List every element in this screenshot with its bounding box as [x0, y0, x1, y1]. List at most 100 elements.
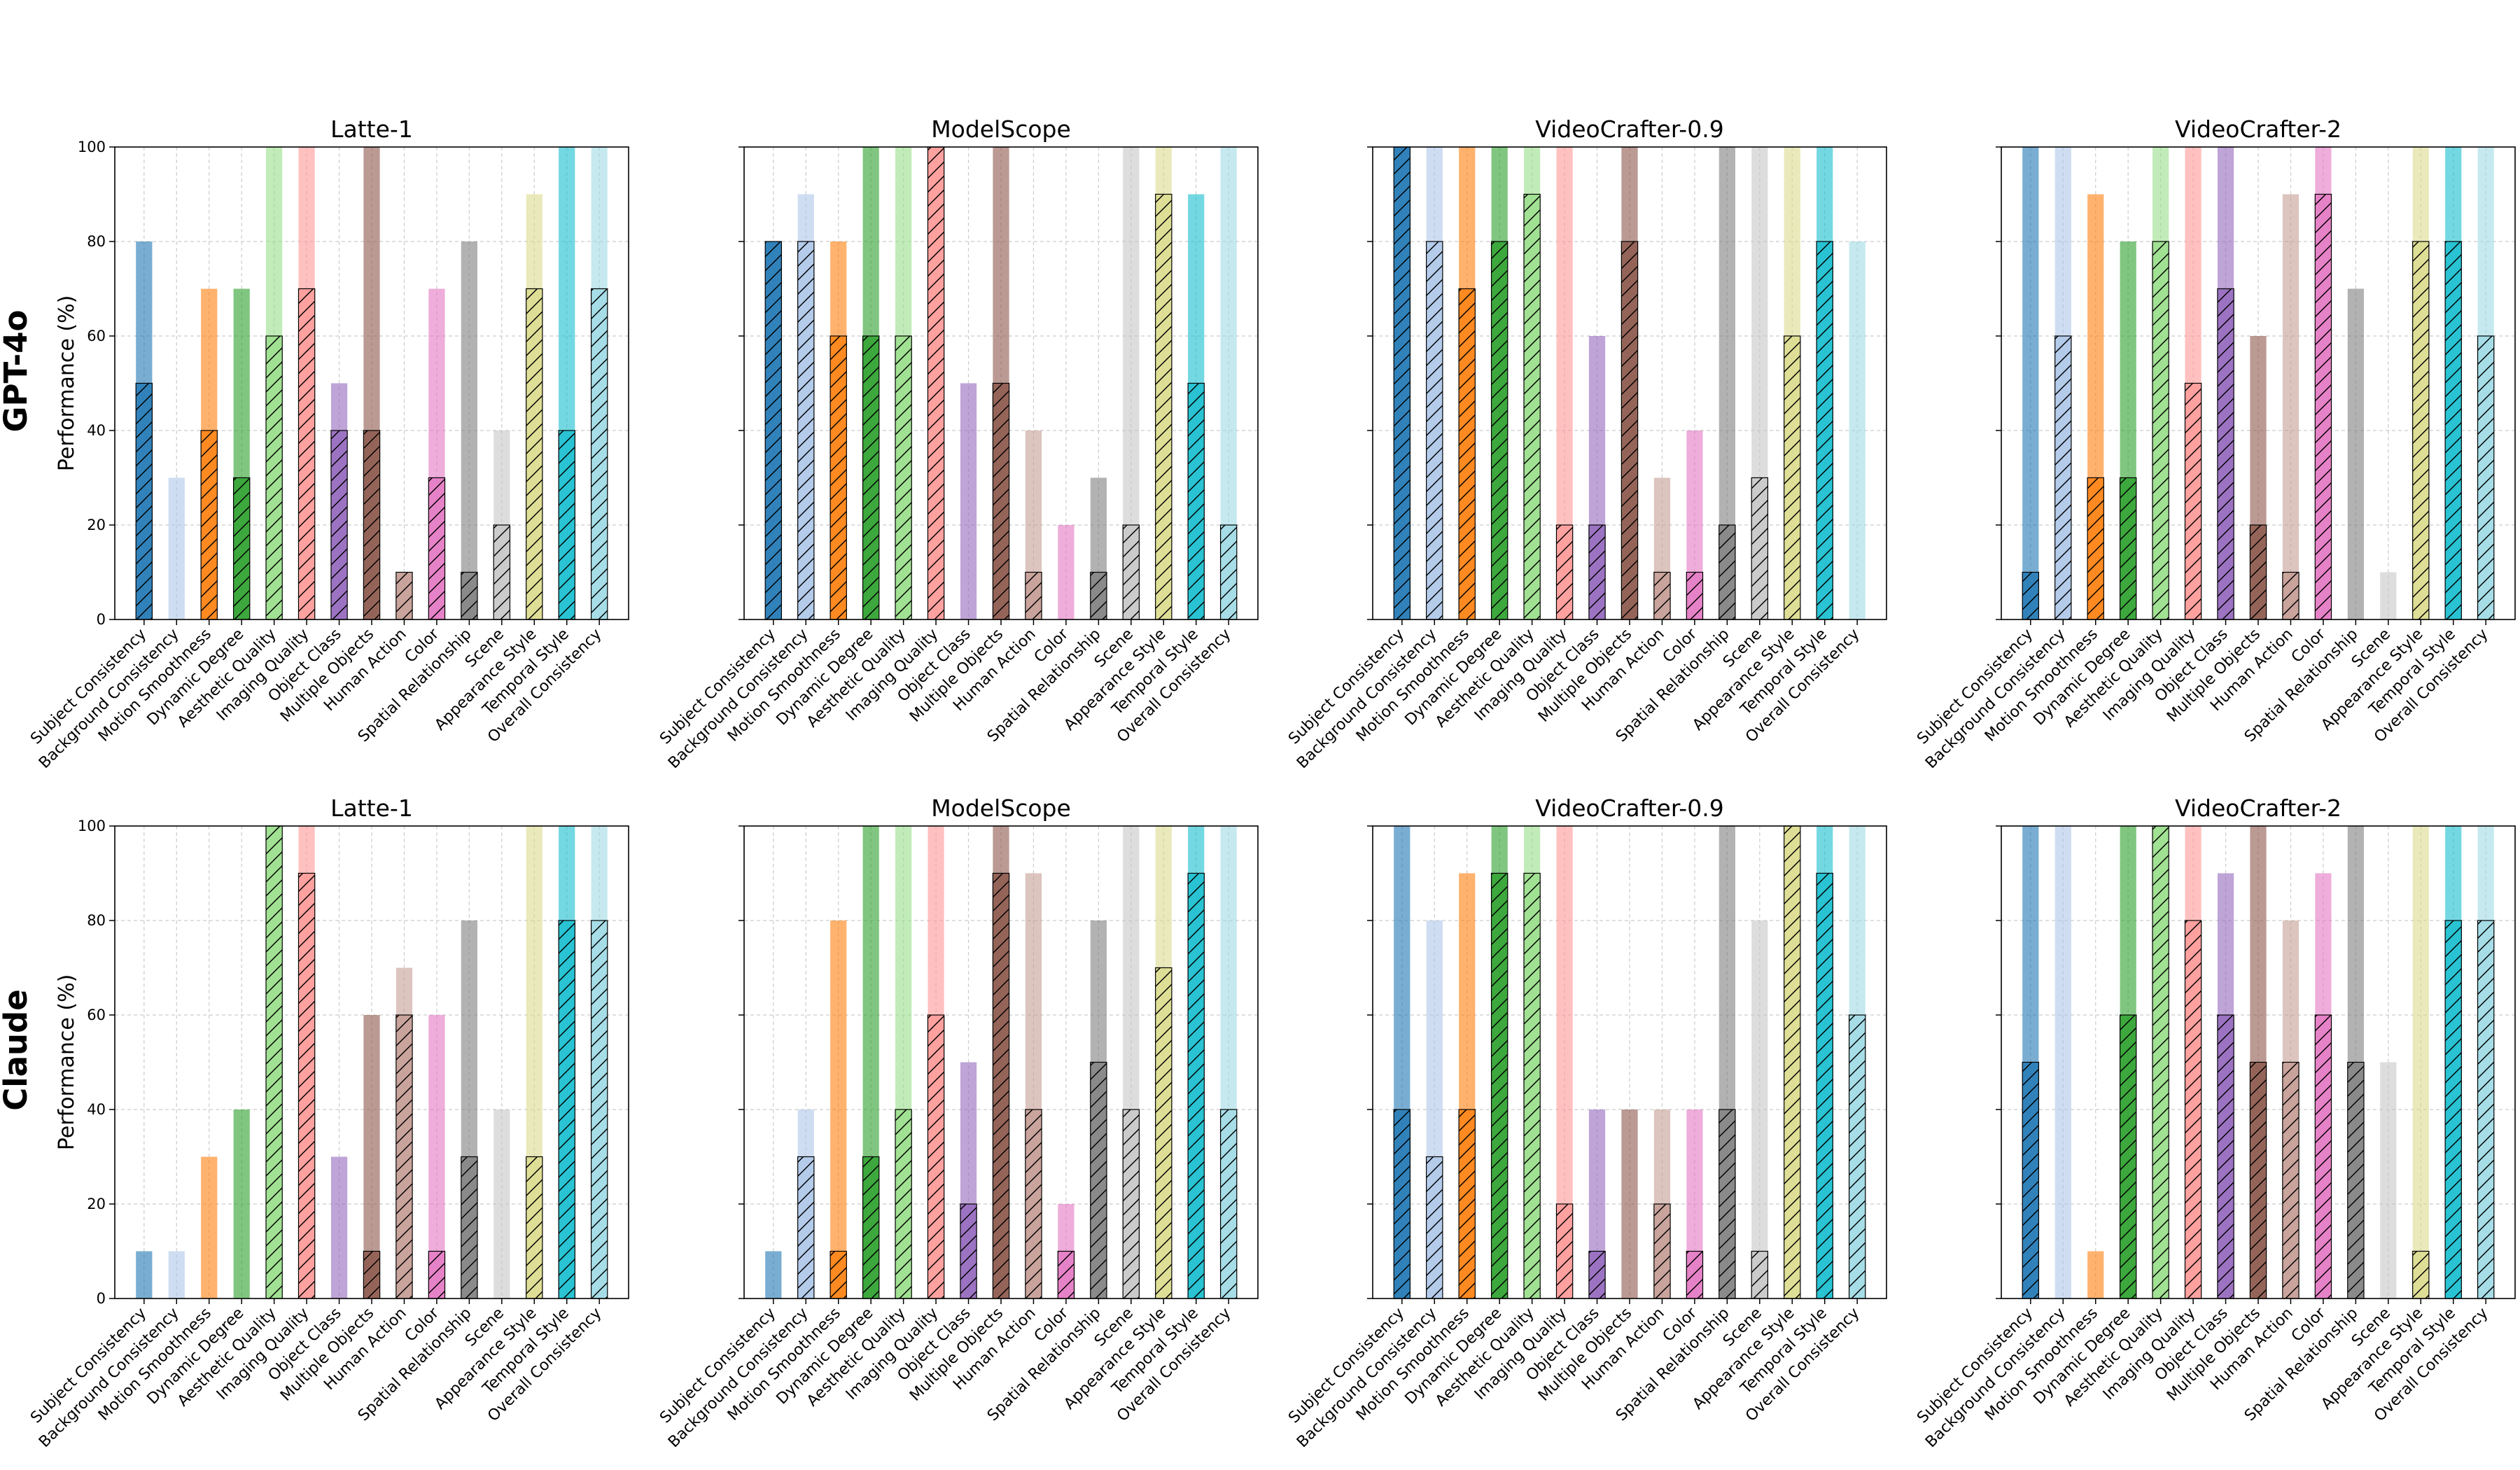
bar-hatch-overlay-temporal-style: [1816, 241, 1833, 620]
bar-hatch-overlay-color: [2314, 193, 2332, 620]
bar-hatch-overlay-imaging-quality: [298, 288, 316, 620]
bar-total-spatial-relationship: [1718, 147, 1735, 620]
bar-hatch-overlay-appearance-style: [2412, 1250, 2430, 1299]
axes-frame: [1372, 825, 1887, 1299]
bar-hatch-overlay-overall-consistency: [1219, 1109, 1238, 1299]
bar-hatch-overlay-spatial-relationship: [2347, 1061, 2365, 1299]
axes-frame: [2001, 146, 2516, 620]
bar-hatch-overlay-appearance-style: [1155, 193, 1172, 620]
bar-total-color: [1058, 525, 1074, 620]
bar-hatch-overlay-background-consistency: [2054, 335, 2072, 620]
bar-hatch-overlay-spatial-relationship: [1718, 1109, 1736, 1299]
bar-hatch-overlay-overall-consistency: [590, 920, 608, 1299]
bar-hatch-overlay-aesthetic-quality: [1523, 193, 1541, 620]
bar-hatch-overlay-human-action: [396, 1014, 413, 1299]
bar-hatch-overlay-imaging-quality: [298, 872, 316, 1299]
bar-hatch-overlay-temporal-style: [1816, 872, 1833, 1299]
panel-title: ModelScope: [931, 794, 1071, 822]
bar-hatch-overlay-color: [1057, 1250, 1075, 1299]
bar-hatch-overlay-aesthetic-quality: [265, 825, 283, 1299]
bar-total-dynamic-degree: [233, 1110, 250, 1298]
y-axis-label: Performance (%): [55, 974, 79, 1151]
bar-total-multiple-objects: [1621, 1110, 1638, 1298]
y-tick-label: 100: [78, 139, 106, 155]
x-tick-label: Background Consistency: [36, 626, 182, 772]
bar-hatch-overlay-temporal-style: [558, 430, 575, 620]
bar-hatch-overlay-dynamic-degree: [2119, 1014, 2137, 1299]
bar-hatch-overlay-object-class: [960, 1203, 977, 1299]
y-axis-label: Performance (%): [55, 295, 79, 472]
bar-hatch-overlay-overall-consistency: [2477, 920, 2495, 1299]
bar-hatch-overlay-temporal-style: [558, 920, 575, 1299]
y-tick-label: 20: [87, 517, 106, 533]
bar-hatch-overlay-overall-consistency: [1219, 524, 1238, 620]
bar-total-subject-consistency: [765, 1251, 782, 1298]
bar-hatch-overlay-scene: [1122, 1109, 1140, 1299]
y-tick-label: 40: [87, 422, 106, 439]
bar-hatch-overlay-dynamic-degree: [1490, 872, 1508, 1299]
bar-hatch-overlay-aesthetic-quality: [895, 1109, 912, 1299]
bar-hatch-overlay-human-action: [1653, 1203, 1671, 1299]
bar-hatch-overlay-aesthetic-quality: [2152, 825, 2169, 1299]
panel-title: Latte-1: [330, 794, 413, 822]
y-tick-label: 20: [87, 1196, 106, 1212]
bar-hatch-overlay-imaging-quality: [2184, 920, 2202, 1299]
bar-hatch-overlay-dynamic-degree: [1490, 241, 1508, 620]
row-label-claude: Claude: [0, 989, 34, 1111]
bar-total-motion-smoothness: [201, 1156, 218, 1298]
bar-hatch-overlay-dynamic-degree: [232, 477, 251, 620]
bar-hatch-overlay-multiple-objects: [2249, 524, 2267, 620]
bar-total-overall-consistency: [1849, 241, 1865, 620]
bar-hatch-overlay-background-consistency: [797, 241, 815, 620]
bar-hatch-overlay-spatial-relationship: [1718, 524, 1736, 620]
bar-hatch-overlay-motion-smoothness: [2087, 477, 2104, 620]
bar-hatch-overlay-multiple-objects: [1620, 241, 1639, 620]
panel-title: VideoCrafter-0.9: [1535, 794, 1723, 822]
bar-hatch-overlay-motion-smoothness: [1458, 288, 1476, 620]
bar-hatch-overlay-overall-consistency: [2477, 335, 2495, 620]
bar-hatch-overlay-object-class: [2217, 1014, 2234, 1299]
bar-hatch-overlay-object-class: [1588, 524, 1606, 620]
bar-hatch-overlay-temporal-style: [1187, 872, 1205, 1299]
panel-title: VideoCrafter-0.9: [1535, 115, 1723, 143]
bar-hatch-overlay-imaging-quality: [1555, 524, 1574, 620]
bar-total-motion-smoothness: [830, 920, 847, 1298]
y-tick-label: 40: [87, 1101, 106, 1118]
panel-title: VideoCrafter-2: [2175, 794, 2342, 822]
bar-hatch-overlay-appearance-style: [2412, 241, 2430, 620]
bar-total-appearance-style: [2412, 826, 2429, 1298]
x-tick-label: Background Consistency: [665, 1305, 811, 1451]
bar-hatch-overlay-temporal-style: [2444, 920, 2462, 1299]
bar-total-multiple-objects: [363, 1015, 380, 1298]
panel-title: Latte-1: [330, 115, 413, 143]
bar-total-imaging-quality: [1556, 826, 1573, 1298]
bar-total-object-class: [960, 383, 977, 620]
y-tick-label: 80: [87, 912, 106, 929]
bar-hatch-overlay-temporal-style: [2444, 241, 2462, 620]
bar-hatch-overlay-aesthetic-quality: [2152, 241, 2169, 620]
axes-frame: [743, 825, 1259, 1299]
axes-frame: [114, 146, 629, 620]
bar-hatch-overlay-subject-consistency: [1393, 146, 1411, 620]
row-label-gpt4o: GPT-4o: [0, 310, 34, 433]
bar-hatch-overlay-aesthetic-quality: [895, 335, 912, 620]
bar-hatch-overlay-scene: [1751, 477, 1769, 620]
bar-hatch-overlay-human-action: [396, 571, 413, 620]
bar-total-subject-consistency: [2022, 147, 2039, 620]
bar-hatch-overlay-multiple-objects: [992, 382, 1010, 620]
bar-hatch-overlay-motion-smoothness: [1458, 1109, 1476, 1299]
y-tick-label: 60: [87, 1007, 106, 1023]
bar-hatch-overlay-scene: [1751, 1250, 1769, 1299]
bar-total-spatial-relationship: [2347, 288, 2364, 620]
axes-frame: [2001, 825, 2516, 1299]
x-tick-label: Background Consistency: [36, 1305, 182, 1451]
bar-total-background-consistency: [168, 1251, 185, 1298]
x-tick-label: Background Consistency: [1922, 1305, 2068, 1451]
axes-frame: [1372, 146, 1887, 620]
